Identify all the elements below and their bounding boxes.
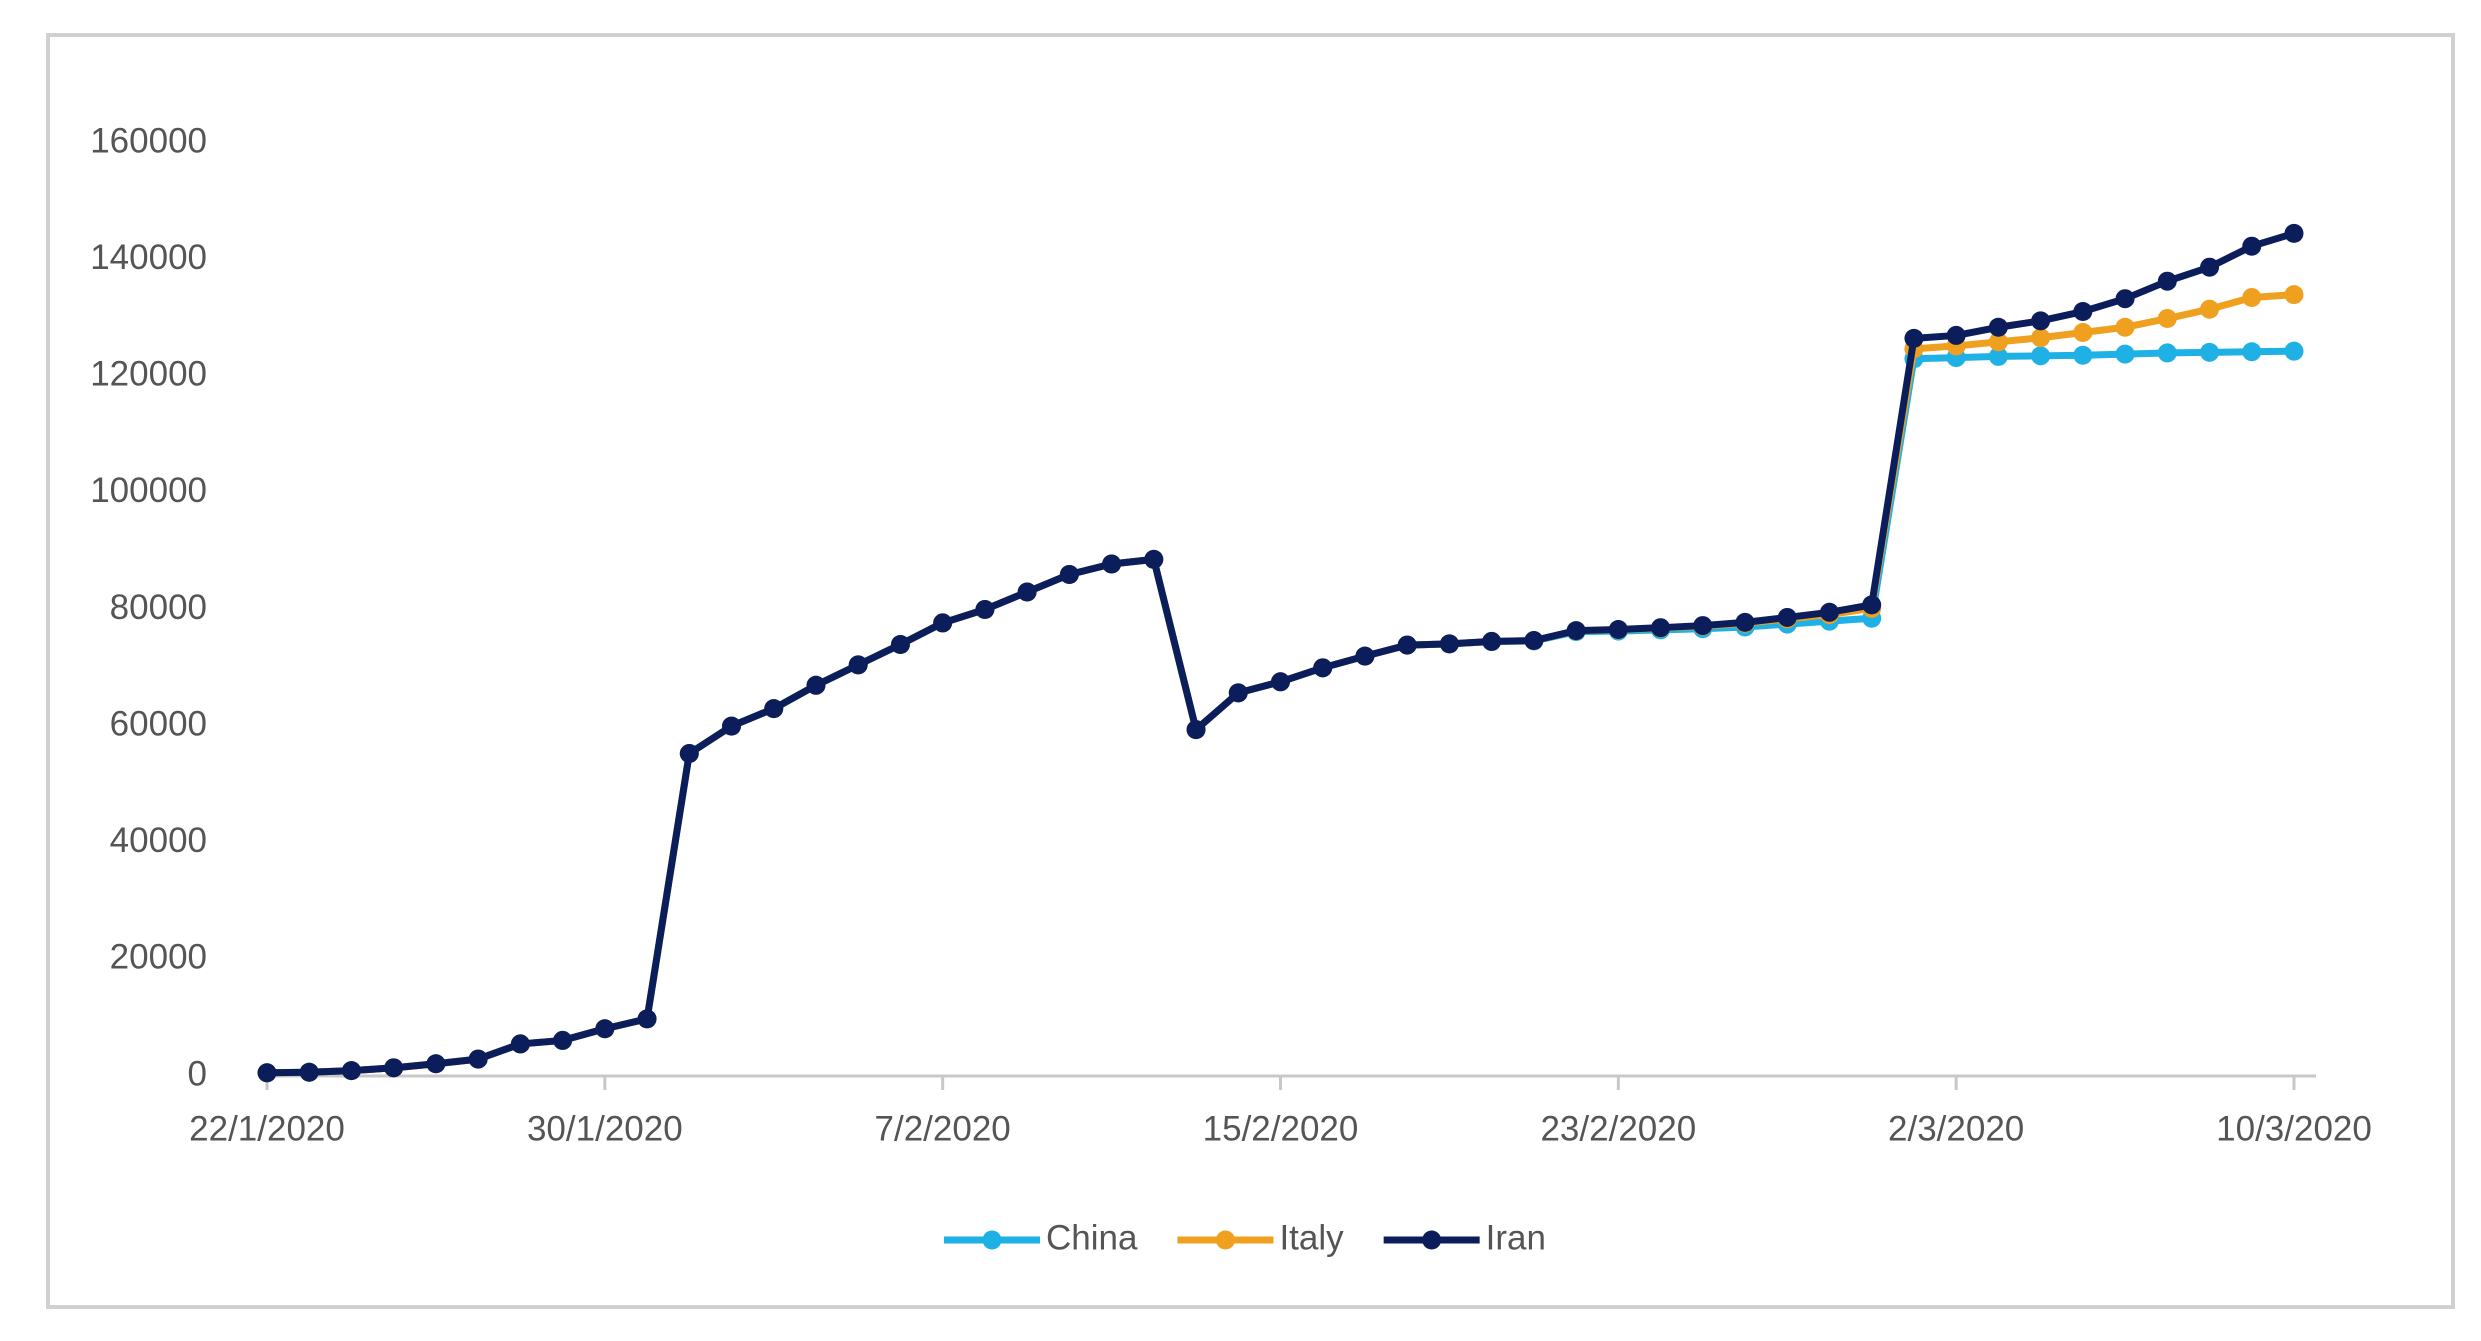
- point: [1439, 634, 1459, 654]
- point: [2073, 345, 2093, 365]
- point: [2200, 257, 2220, 277]
- point: [1819, 602, 1839, 622]
- point: [2031, 346, 2051, 366]
- point: [1904, 328, 1924, 348]
- point: [384, 1058, 404, 1078]
- point: [806, 675, 826, 695]
- point: [679, 744, 699, 764]
- point: [1862, 595, 1882, 615]
- point: [1651, 618, 1671, 638]
- chart-frame: [46, 33, 2455, 1309]
- point: [1017, 582, 1037, 602]
- point: [848, 655, 868, 675]
- point: [2200, 342, 2220, 362]
- x-tick-label: 15/2/2020: [1203, 1109, 1359, 1148]
- legend-label: Italy: [1279, 1218, 1344, 1257]
- y-tick-label: 160000: [90, 121, 207, 160]
- point: [2031, 311, 2051, 331]
- point: [341, 1061, 361, 1081]
- legend-label: Iran: [1486, 1218, 1546, 1257]
- point: [2242, 342, 2262, 362]
- point: [468, 1049, 488, 1069]
- point: [1988, 346, 2008, 366]
- point: [2073, 323, 2093, 343]
- point: [2031, 328, 2051, 348]
- point: [1186, 720, 1206, 740]
- y-tick-label: 20000: [110, 938, 207, 977]
- legend-marker: [1422, 1230, 1442, 1250]
- point: [1271, 672, 1290, 692]
- point: [2242, 288, 2262, 308]
- point: [1946, 325, 1966, 345]
- point: [1693, 616, 1713, 636]
- point: [1059, 565, 1079, 585]
- y-tick-label: 40000: [110, 821, 207, 860]
- point: [1355, 646, 1375, 666]
- x-tick-label: 7/2/2020: [875, 1109, 1011, 1148]
- point: [1988, 317, 2008, 337]
- point: [299, 1062, 319, 1082]
- point: [2115, 344, 2135, 364]
- point: [890, 634, 910, 654]
- legend-marker: [982, 1230, 1002, 1250]
- point: [2157, 309, 2177, 329]
- y-tick-label: 140000: [90, 238, 207, 277]
- y-tick-label: 0: [188, 1054, 207, 1093]
- legend-label: China: [1046, 1218, 1138, 1257]
- x-tick-label: 22/1/2020: [189, 1109, 345, 1148]
- point: [2284, 341, 2304, 361]
- point: [1566, 621, 1586, 641]
- point: [933, 613, 953, 633]
- point: [1397, 635, 1417, 655]
- x-tick-label: 2/3/2020: [1888, 1109, 2024, 1148]
- point: [2242, 236, 2262, 256]
- legend-marker: [1215, 1230, 1235, 1250]
- point: [1313, 658, 1333, 678]
- point: [1988, 332, 2008, 352]
- point: [1482, 631, 1502, 651]
- point: [764, 699, 784, 719]
- point: [1102, 554, 1122, 574]
- x-tick-label: 23/2/2020: [1540, 1109, 1696, 1148]
- point: [2157, 271, 2177, 291]
- point: [595, 1019, 615, 1039]
- point: [553, 1030, 573, 1050]
- point: [1144, 549, 1164, 569]
- point: [2284, 223, 2304, 243]
- point: [426, 1054, 446, 1074]
- point: [2157, 343, 2177, 363]
- point: [2073, 302, 2093, 322]
- point: [975, 600, 995, 619]
- point: [1735, 612, 1755, 632]
- point: [1524, 631, 1544, 651]
- point: [2284, 285, 2304, 305]
- point: [1608, 619, 1628, 639]
- point: [1777, 607, 1797, 627]
- point: [2200, 299, 2220, 319]
- point: [2115, 317, 2135, 337]
- y-tick-label: 100000: [90, 471, 207, 510]
- point: [510, 1034, 530, 1054]
- point: [1228, 683, 1248, 703]
- y-tick-label: 60000: [110, 704, 207, 743]
- x-tick-label: 10/3/2020: [2216, 1109, 2372, 1148]
- x-tick-label: 30/1/2020: [527, 1109, 683, 1148]
- y-tick-label: 120000: [90, 355, 207, 394]
- y-tick-label: 80000: [110, 588, 207, 627]
- point: [637, 1009, 657, 1029]
- point: [722, 716, 742, 736]
- point: [2115, 289, 2135, 309]
- point: [257, 1063, 277, 1083]
